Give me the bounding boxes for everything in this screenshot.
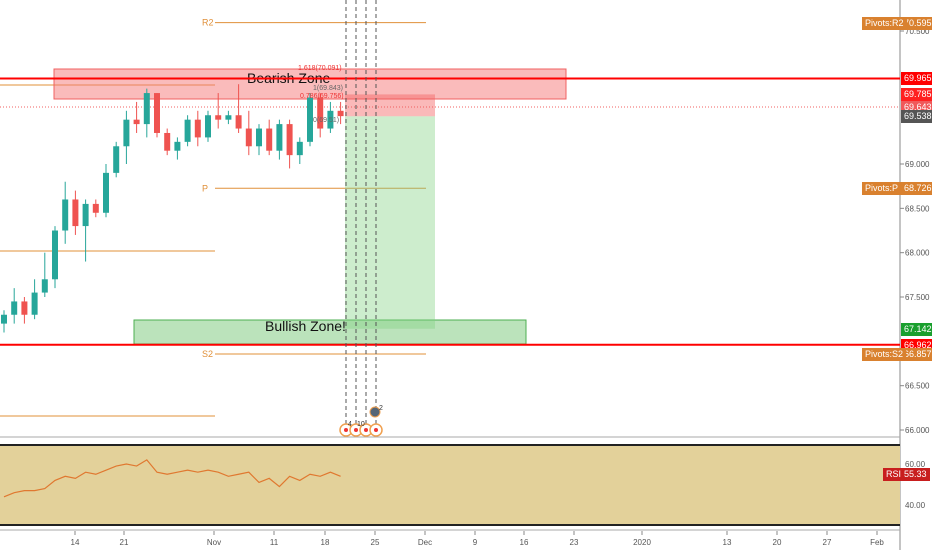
rsi-band [0, 445, 900, 525]
price-tick-label: 66.000 [905, 426, 930, 435]
candle [266, 128, 273, 151]
candle [235, 115, 242, 129]
pivots-s2-price-label: 66.857 [901, 348, 932, 362]
time-tick-label: 9 [473, 538, 478, 547]
candle [164, 132, 171, 151]
candle [72, 199, 79, 227]
event-count: 10 [357, 421, 365, 428]
candle [123, 119, 130, 147]
pivot-p-label: P [202, 183, 208, 193]
time-tick-label: Nov [207, 538, 221, 547]
rsi-tick-label: 60.00 [905, 460, 926, 469]
pivot-s2-label: S2 [202, 349, 213, 359]
take-profit-area [345, 116, 435, 329]
candle [276, 124, 283, 151]
time-tick-label: 21 [120, 538, 129, 547]
candle [41, 279, 48, 293]
candle [103, 172, 109, 213]
time-tick-label: 23 [570, 538, 579, 547]
rsi-tick-label: 40.00 [905, 501, 926, 510]
time-tick-label: 27 [823, 538, 832, 547]
time-tick-label: 25 [371, 538, 380, 547]
candle [194, 119, 201, 138]
price-tick-label: 68.500 [905, 204, 930, 213]
bearish-top-price-label: 69.785 [901, 88, 932, 102]
candle [286, 124, 293, 156]
rsi-line [3, 459, 341, 498]
bullish-zone-label: Bullish Zone! [265, 318, 346, 334]
candle [174, 141, 181, 151]
time-tick-label: 13 [723, 538, 732, 547]
candle [307, 97, 313, 142]
candle [82, 203, 89, 227]
event-dot [374, 428, 378, 432]
time-tick-label: 18 [321, 538, 330, 547]
target-price-label: 67.142 [901, 322, 932, 336]
time-tick-label: Dec [418, 538, 432, 547]
candle [337, 110, 344, 117]
fib-level-0786: 0.786(69.756) [300, 93, 344, 100]
rsi-value-label: 55.33 [901, 467, 930, 481]
candle [205, 115, 211, 138]
rsi-tag: RSI [883, 467, 905, 481]
pivots-p-tag: Pivots:P [862, 182, 902, 196]
time-tick-label: 11 [270, 538, 279, 547]
candle [11, 301, 18, 315]
stop-loss-area [345, 94, 435, 117]
fib-level-0: 0(69.51) [313, 117, 339, 124]
pivots-r2-price-label: 70.595 [901, 16, 932, 30]
time-tick-label: 20 [773, 538, 782, 547]
candle [256, 128, 262, 147]
candle [327, 110, 334, 129]
price-tick-label: 66.500 [905, 382, 930, 391]
time-tick-label: 14 [71, 538, 80, 547]
price-tick-label: 67.500 [905, 293, 930, 302]
candle [225, 115, 232, 120]
candle [154, 93, 160, 133]
pivot-r2-label: R2 [202, 18, 214, 28]
event-dot [344, 428, 348, 432]
event-count: 2 [379, 405, 383, 412]
resistance-line-price-label: 69.965 [901, 72, 932, 86]
candle [52, 230, 58, 280]
candle [215, 115, 222, 120]
event-dot [364, 428, 368, 432]
event-count: 4 [348, 421, 352, 428]
time-tick-label: 16 [520, 538, 529, 547]
candle [143, 93, 150, 125]
pivots-r2-tag: Pivots:R2 [862, 16, 907, 30]
candle [133, 119, 140, 125]
candle [92, 203, 99, 213]
event-dot [354, 428, 358, 432]
candle [296, 141, 303, 156]
time-tick-label: Feb [870, 538, 884, 547]
pivots-p-price-label: 68.726 [901, 182, 932, 196]
price-tick-label: 70.500 [905, 27, 930, 36]
last-price-price-label: 69.538 [901, 110, 932, 124]
pivots-s2-tag: Pivots:S2 [862, 348, 907, 362]
candle [317, 97, 324, 129]
candle [21, 301, 28, 315]
candle [1, 314, 7, 324]
candle [31, 292, 38, 315]
price-tick-label: 68.000 [905, 249, 930, 258]
earnings-icon [369, 406, 381, 418]
fib-level-1618: 1.618(70.091) [298, 65, 342, 72]
time-tick-label: 2020 [633, 538, 651, 547]
price-tick-label: 69.000 [905, 160, 930, 169]
candle [245, 128, 252, 147]
candle [113, 146, 120, 173]
candle [62, 199, 69, 231]
candle [184, 119, 191, 142]
fib-level-1: 1(69.843) [313, 85, 343, 92]
